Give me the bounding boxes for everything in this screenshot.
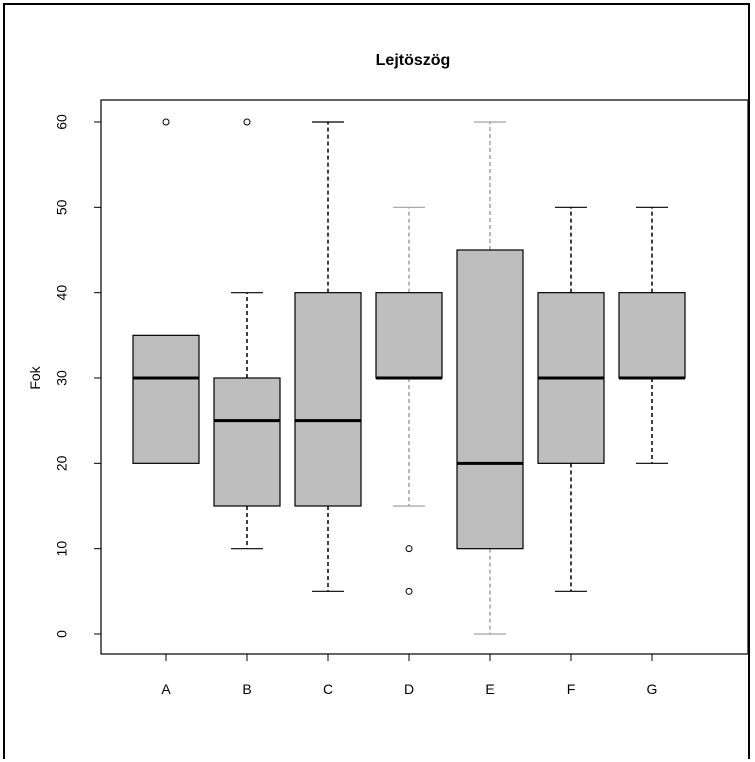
outlier-point: [405, 587, 413, 595]
outlier-point: [405, 545, 413, 553]
box-F: [537, 206, 605, 592]
box-E: [456, 121, 524, 635]
box-B: [213, 118, 281, 550]
x-tick-label: D: [404, 681, 414, 697]
plot-area: [100, 99, 749, 655]
box-D: [375, 206, 443, 595]
y-axis-label: Fok: [27, 365, 43, 389]
y-axis: 0 10 20 30 40 50 60: [54, 114, 101, 638]
x-tick-label: F: [567, 681, 576, 697]
x-tick-label: A: [161, 681, 171, 697]
x-tick-label: E: [485, 681, 494, 697]
y-tick-label: 20: [54, 455, 70, 471]
box-iqr: [294, 292, 362, 507]
x-tick-label: B: [242, 681, 251, 697]
y-tick-label: 0: [54, 630, 70, 638]
box-iqr: [618, 292, 686, 379]
outlier-point: [243, 118, 251, 126]
x-tick-label: C: [323, 681, 333, 697]
y-tick-label: 50: [54, 199, 70, 215]
figure-frame: [3, 3, 750, 759]
box-iqr: [456, 249, 524, 550]
box-iqr: [375, 292, 443, 379]
chart-title: Lejtöszög: [376, 52, 451, 69]
boxes-group: [132, 118, 686, 635]
box-G: [618, 206, 686, 464]
y-tick-label: 40: [54, 285, 70, 301]
box-iqr: [132, 334, 200, 464]
x-tick-label: G: [647, 681, 658, 697]
box-iqr: [213, 377, 281, 507]
outlier-point: [162, 118, 170, 126]
x-axis: A B C D E F G: [161, 654, 657, 697]
y-tick-label: 10: [54, 541, 70, 557]
y-tick-label: 30: [54, 370, 70, 386]
box-A: [132, 118, 200, 464]
y-tick-label: 60: [54, 114, 70, 130]
box-C: [294, 121, 362, 592]
